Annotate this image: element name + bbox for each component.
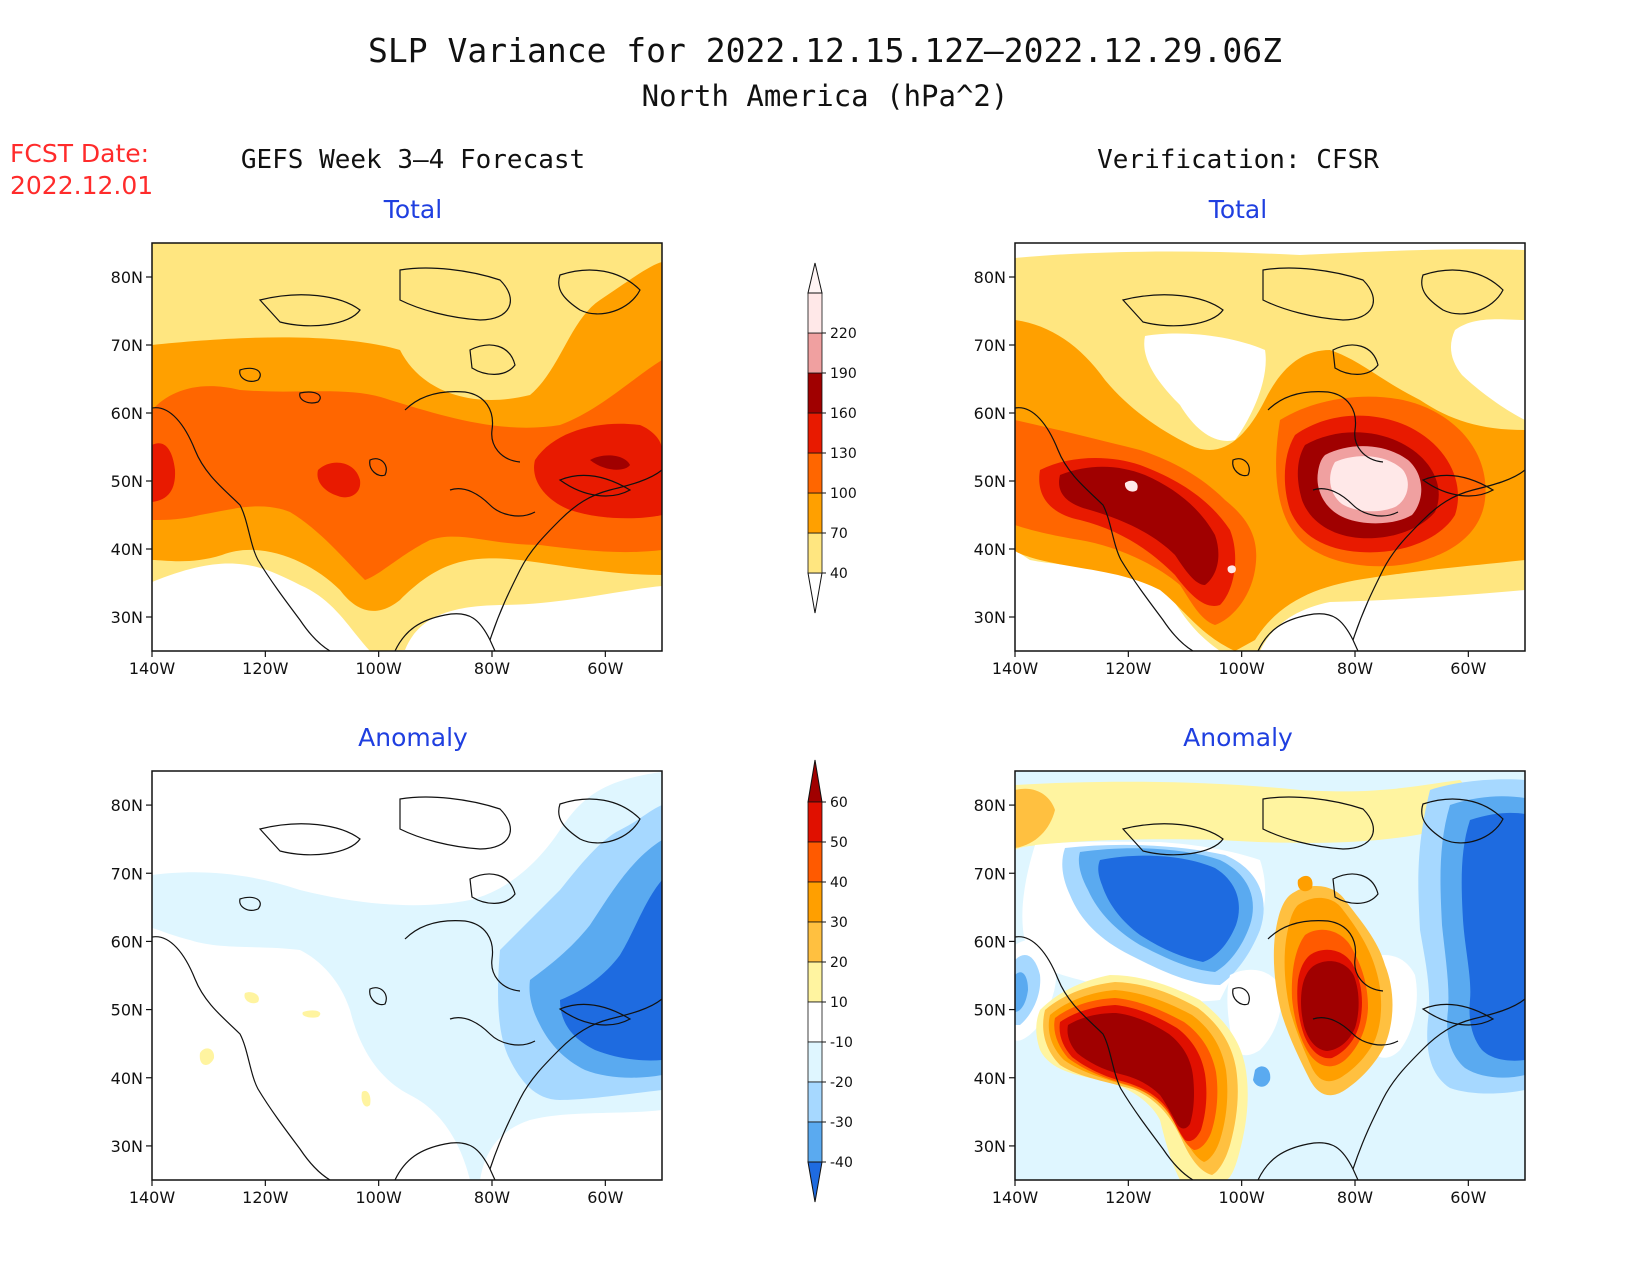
lat-tick-label: 70N: [974, 336, 1006, 355]
colorbar-anomaly-label: 30: [830, 915, 848, 931]
lon-tick-label: 60W: [1450, 1188, 1486, 1207]
colorbar-anomaly-swatch: [807, 1041, 823, 1083]
panel-title-cfsr-total: Total: [1208, 195, 1267, 224]
colorbar-anomaly-label: 40: [830, 875, 848, 891]
colorbar-total-upper-cap: [807, 262, 823, 294]
lon-tick-label: 60W: [1450, 659, 1486, 678]
lat-tick-label: 60N: [974, 404, 1006, 423]
left-column-title: GEFS Week 3–4 Forecast: [241, 145, 585, 175]
colorbar-anomaly-label: 10: [830, 995, 848, 1011]
lon-tick-label: 140W: [129, 659, 176, 678]
lon-tick-label: 120W: [242, 659, 289, 678]
colorbar-anomaly-swatch: [807, 841, 823, 883]
colorbar-total-label: 160: [830, 406, 857, 422]
colorbar-anomaly-label: 20: [830, 955, 848, 971]
lat-tick-label: 40N: [974, 1069, 1006, 1088]
lon-tick-label: 140W: [992, 659, 1039, 678]
map-gefs-anomaly: [151, 770, 663, 1181]
colorbar-total-label: 40: [830, 566, 848, 582]
colorbar-total-label: 130: [830, 446, 857, 462]
colorbar-total-label: 220: [830, 326, 857, 342]
main-title: SLP Variance for 2022.12.15.12Z–2022.12.…: [368, 31, 1282, 70]
lat-tick-label: 30N: [111, 608, 143, 627]
lon-tick-label: 100W: [355, 1188, 402, 1207]
map-cfsr-total: [1014, 242, 1526, 652]
lat-tick-label: 30N: [974, 608, 1006, 627]
colorbar-total: 40 70 100 130 160 190 220: [807, 262, 857, 614]
lon-tick-label: 100W: [1218, 1188, 1265, 1207]
lat-tick-label: 50N: [111, 472, 143, 491]
lat-tick-label: 30N: [974, 1137, 1006, 1156]
colorbar-total-swatch: [807, 452, 823, 494]
lat-tick-label: 70N: [111, 336, 143, 355]
lat-tick-label: 80N: [974, 268, 1006, 287]
colorbar-anomaly-swatch: [807, 881, 823, 923]
colorbar-anomaly-swatch: [807, 801, 823, 843]
colorbar-total-swatch: [807, 532, 823, 574]
colorbar-anomaly-swatch: [807, 1121, 823, 1163]
axis-layer: 80N 70N 60N 50N 40N 30N 140W 120W 100W 80W 60W 80N 7…: [111, 268, 1487, 1207]
lon-tick-label: 60W: [587, 1188, 623, 1207]
colorbar-anomaly-label: -30: [830, 1115, 853, 1131]
lat-tick-label: 40N: [111, 540, 143, 559]
lon-tick-label: 100W: [1218, 659, 1265, 678]
lon-tick-label: 120W: [1105, 1188, 1152, 1207]
colorbar-anomaly-swatch: [807, 1001, 823, 1043]
lat-tick-label: 50N: [974, 472, 1006, 491]
lat-tick-label: 80N: [974, 796, 1006, 815]
lon-tick-label: 120W: [242, 1188, 289, 1207]
colorbar-anomaly-label: -40: [830, 1155, 853, 1171]
fcst-date-label: FCST Date:: [10, 139, 149, 168]
lat-tick-label: 80N: [111, 268, 143, 287]
lon-tick-label: 140W: [129, 1188, 176, 1207]
lat-tick-label: 50N: [974, 1001, 1006, 1020]
lat-tick-label: 40N: [974, 540, 1006, 559]
colorbar-anomaly-swatch: [807, 961, 823, 1003]
colorbar-anomaly-label: 60: [830, 795, 848, 811]
lon-tick-label: 80W: [1337, 659, 1373, 678]
colorbar-total-swatch: [807, 372, 823, 414]
colorbar-total-swatch: [807, 412, 823, 454]
lon-tick-label: 120W: [1105, 659, 1152, 678]
colorbar-anomaly-label: 50: [830, 835, 848, 851]
lat-tick-label: 70N: [111, 864, 143, 883]
lat-tick-label: 60N: [111, 404, 143, 423]
map-gefs-total: [151, 242, 663, 652]
colorbar-total-lower-cap: [807, 572, 823, 614]
lat-tick-label: 50N: [111, 1001, 143, 1020]
colorbar-total-swatch: [807, 292, 823, 334]
lat-tick-label: 30N: [111, 1137, 143, 1156]
colorbar-total-label: 100: [830, 486, 857, 502]
colorbar-anomaly: 60 50 40 30 20 10 -10 -20 -30 -40: [807, 759, 853, 1203]
lon-tick-label: 140W: [992, 1188, 1039, 1207]
lon-tick-label: 80W: [1337, 1188, 1373, 1207]
lon-tick-label: 60W: [587, 659, 623, 678]
colorbar-total-label: 70: [830, 526, 848, 542]
panel-title-gefs-total: Total: [383, 195, 442, 224]
colorbar-total-label: 190: [830, 366, 857, 382]
colorbar-anomaly-lower-cap: [807, 1161, 823, 1203]
lat-tick-label: 40N: [111, 1069, 143, 1088]
colorbar-anomaly-label: -20: [830, 1075, 853, 1091]
colorbar-total-swatch: [807, 492, 823, 534]
colorbar-anomaly-swatch: [807, 921, 823, 963]
lon-tick-label: 100W: [355, 659, 402, 678]
panel-title-gefs-anomaly: Anomaly: [358, 723, 468, 752]
right-column-title: Verification: CFSR: [1097, 145, 1379, 175]
lat-tick-label: 80N: [111, 796, 143, 815]
lon-tick-label: 80W: [474, 659, 510, 678]
lat-tick-label: 70N: [974, 864, 1006, 883]
lon-tick-label: 80W: [474, 1188, 510, 1207]
colorbar-total-swatch: [807, 332, 823, 374]
colorbar-anomaly-label: -10: [830, 1035, 853, 1051]
panel-title-cfsr-anomaly: Anomaly: [1183, 723, 1293, 752]
colorbar-anomaly-swatch: [807, 1081, 823, 1123]
lat-tick-label: 60N: [111, 932, 143, 951]
colorbar-anomaly-upper-cap: [807, 759, 823, 803]
fcst-date-value: 2022.12.01: [10, 171, 153, 200]
map-cfsr-anomaly: [1014, 770, 1526, 1181]
lat-tick-label: 60N: [974, 932, 1006, 951]
main-subtitle: North America (hPa^2): [642, 79, 1009, 113]
